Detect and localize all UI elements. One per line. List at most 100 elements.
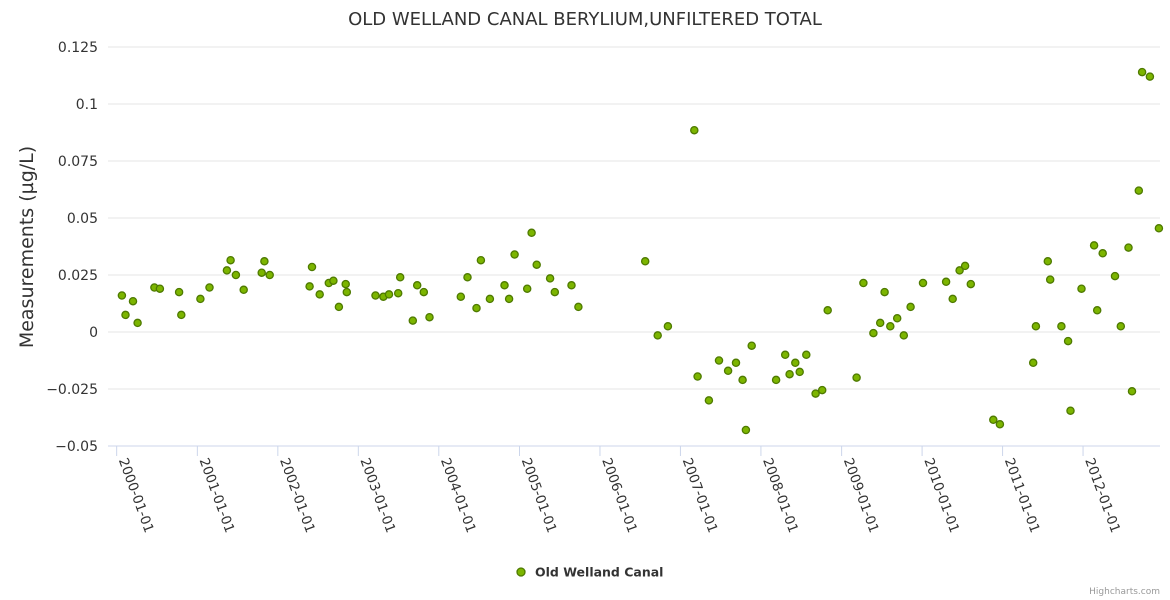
- data-point[interactable]: [226, 255, 235, 265]
- data-point[interactable]: [550, 287, 560, 297]
- data-point[interactable]: [941, 277, 951, 287]
- data-point[interactable]: [177, 310, 186, 320]
- data-point[interactable]: [869, 328, 878, 338]
- data-point[interactable]: [995, 420, 1005, 429]
- data-point[interactable]: [257, 268, 266, 277]
- data-point[interactable]: [802, 350, 811, 360]
- data-point[interactable]: [1110, 271, 1120, 281]
- data-point[interactable]: [334, 302, 344, 312]
- data-point[interactable]: [663, 322, 673, 331]
- data-point[interactable]: [906, 302, 915, 312]
- data-point[interactable]: [817, 385, 827, 395]
- data-point[interactable]: [693, 372, 702, 381]
- data-point[interactable]: [485, 294, 495, 304]
- data-point[interactable]: [476, 255, 486, 265]
- data-point[interactable]: [989, 415, 998, 425]
- data-point[interactable]: [741, 425, 751, 435]
- data-point[interactable]: [205, 283, 214, 292]
- data-point[interactable]: [472, 303, 481, 313]
- data-point[interactable]: [1057, 322, 1066, 331]
- data-point[interactable]: [315, 290, 324, 299]
- data-point[interactable]: [128, 296, 138, 306]
- data-point[interactable]: [723, 366, 733, 376]
- data-point[interactable]: [412, 281, 422, 290]
- data-point[interactable]: [780, 350, 790, 360]
- data-point[interactable]: [714, 356, 724, 365]
- credits-link[interactable]: Highcharts.com: [1089, 587, 1160, 597]
- data-point[interactable]: [738, 375, 747, 385]
- data-point[interactable]: [1124, 243, 1133, 252]
- data-point[interactable]: [133, 318, 142, 328]
- data-point[interactable]: [948, 294, 957, 304]
- data-point[interactable]: [567, 281, 576, 290]
- data-point[interactable]: [960, 261, 970, 271]
- data-point[interactable]: [791, 358, 800, 368]
- data-point[interactable]: [1116, 322, 1126, 331]
- data-point[interactable]: [966, 279, 976, 289]
- data-point[interactable]: [504, 294, 514, 304]
- data-point[interactable]: [307, 262, 317, 272]
- data-point[interactable]: [117, 291, 127, 300]
- data-point[interactable]: [785, 369, 794, 379]
- data-point[interactable]: [260, 257, 269, 266]
- data-point[interactable]: [886, 322, 895, 331]
- data-point[interactable]: [1045, 275, 1055, 284]
- data-point[interactable]: [121, 310, 130, 320]
- data-point[interactable]: [174, 287, 184, 297]
- data-point[interactable]: [393, 288, 403, 298]
- data-point[interactable]: [395, 273, 405, 282]
- data-point[interactable]: [510, 250, 519, 259]
- data-point[interactable]: [795, 367, 804, 377]
- data-point[interactable]: [875, 318, 885, 328]
- data-point[interactable]: [408, 316, 418, 325]
- data-point[interactable]: [196, 294, 205, 304]
- data-point[interactable]: [155, 284, 165, 293]
- data-point[interactable]: [574, 302, 583, 312]
- data-point[interactable]: [527, 228, 536, 238]
- legend-item-old-welland-canal[interactable]: Old Welland Canal: [535, 565, 663, 580]
- data-point[interactable]: [852, 373, 861, 382]
- data-point[interactable]: [823, 306, 832, 315]
- data-point[interactable]: [918, 278, 928, 288]
- data-point[interactable]: [1077, 284, 1086, 293]
- data-point[interactable]: [329, 276, 338, 285]
- data-point[interactable]: [1145, 72, 1155, 81]
- data-point[interactable]: [305, 282, 314, 291]
- data-point[interactable]: [1127, 387, 1137, 396]
- data-point[interactable]: [811, 389, 820, 398]
- data-point[interactable]: [532, 260, 541, 269]
- data-point[interactable]: [419, 287, 429, 297]
- data-point[interactable]: [522, 284, 532, 293]
- data-point[interactable]: [425, 312, 434, 322]
- data-point[interactable]: [456, 292, 466, 301]
- data-point[interactable]: [892, 314, 902, 323]
- legend[interactable]: Old Welland Canal: [516, 565, 663, 580]
- data-point[interactable]: [1043, 257, 1053, 266]
- data-point[interactable]: [1063, 336, 1073, 346]
- data-point[interactable]: [239, 285, 248, 295]
- data-point[interactable]: [1098, 249, 1107, 258]
- data-point[interactable]: [1028, 358, 1038, 368]
- data-point[interactable]: [1154, 224, 1164, 233]
- data-point[interactable]: [545, 274, 555, 283]
- data-point[interactable]: [1089, 241, 1099, 250]
- data-point[interactable]: [1134, 186, 1144, 195]
- data-point[interactable]: [640, 257, 650, 266]
- data-point[interactable]: [771, 375, 781, 385]
- data-point[interactable]: [222, 266, 232, 275]
- data-point[interactable]: [231, 270, 241, 280]
- data-point[interactable]: [653, 331, 662, 340]
- data-point[interactable]: [384, 290, 394, 299]
- data-point[interactable]: [731, 358, 741, 368]
- data-point[interactable]: [747, 341, 756, 350]
- data-point[interactable]: [880, 287, 889, 297]
- data-point[interactable]: [704, 396, 714, 405]
- data-point[interactable]: [500, 281, 509, 290]
- data-point[interactable]: [371, 291, 380, 300]
- data-point[interactable]: [1092, 306, 1102, 315]
- data-point[interactable]: [1066, 406, 1075, 415]
- data-point[interactable]: [463, 273, 472, 282]
- data-point[interactable]: [1031, 322, 1041, 331]
- data-point[interactable]: [1137, 67, 1147, 77]
- data-point[interactable]: [265, 270, 274, 280]
